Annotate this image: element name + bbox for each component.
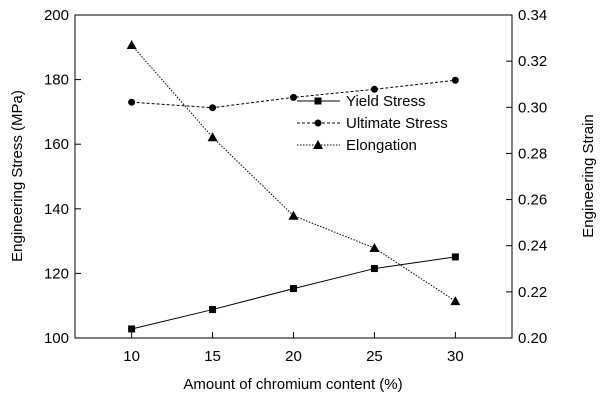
legend-label: Ultimate Stress (346, 115, 448, 132)
y-tick-label: 120 (44, 265, 69, 282)
legend-marker (314, 97, 322, 105)
marker (288, 210, 299, 220)
marker (370, 265, 378, 273)
x-tick-label: 30 (447, 348, 464, 365)
marker (290, 93, 297, 101)
series-line (131, 256, 456, 330)
series-line (131, 44, 456, 302)
legend-marker (313, 140, 323, 149)
y2-tick-label: 0.34 (518, 7, 547, 24)
x-tick-label: 20 (285, 348, 302, 365)
y-tick-label: 160 (44, 136, 69, 153)
legend-marker (314, 119, 322, 127)
marker (370, 85, 378, 93)
y-axis-label: Engineering Stress (MPa) (9, 90, 26, 262)
y-tick-label: 100 (44, 330, 69, 347)
marker (369, 243, 380, 253)
marker (128, 98, 136, 106)
y-tick-label: 180 (44, 72, 69, 89)
marker (126, 39, 137, 49)
y-tick-label: 200 (44, 7, 69, 24)
y2-tick-label: 0.20 (518, 330, 547, 347)
marker (207, 132, 218, 142)
x-tick-label: 25 (366, 348, 383, 365)
y2-tick-label: 0.32 (518, 53, 547, 70)
y2-tick-label: 0.28 (518, 145, 547, 162)
y2-tick-label: 0.30 (518, 99, 547, 116)
x-axis-label: Amount of chromium content (%) (183, 376, 402, 393)
marker (290, 285, 297, 293)
y2-tick-label: 0.26 (518, 192, 547, 209)
marker (450, 296, 461, 306)
marker (451, 253, 459, 261)
y2-tick-label: 0.22 (518, 284, 547, 301)
marker (209, 306, 217, 314)
marker (209, 104, 217, 112)
y2-tick-label: 0.24 (518, 238, 547, 255)
marker (128, 325, 136, 333)
legend-label: Yield Stress (346, 93, 425, 110)
legend-label: Elongation (346, 137, 417, 154)
x-tick-label: 15 (204, 348, 221, 365)
marker (451, 76, 459, 84)
x-tick-label: 10 (123, 348, 140, 365)
y2-axis-label: Engineering Strain (580, 114, 597, 237)
y-tick-label: 140 (44, 201, 69, 218)
